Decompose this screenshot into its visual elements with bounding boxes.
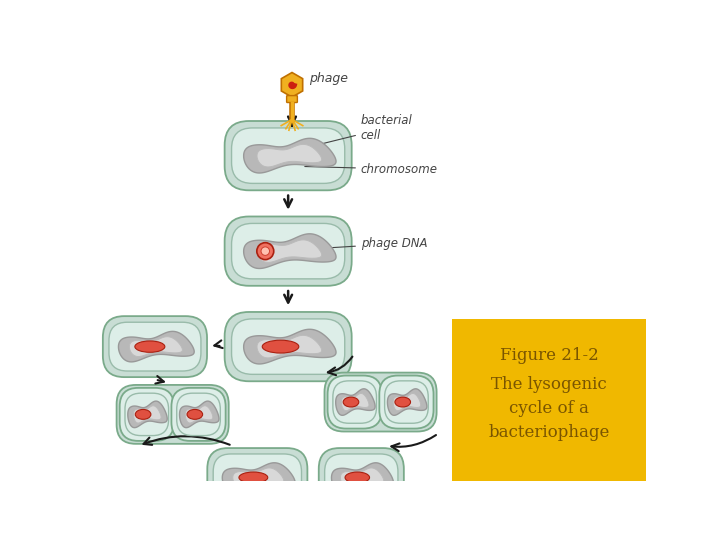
Polygon shape [222, 463, 295, 492]
Polygon shape [257, 335, 322, 358]
FancyBboxPatch shape [225, 121, 351, 190]
FancyBboxPatch shape [117, 385, 229, 444]
Text: bacterial
cell: bacterial cell [314, 114, 413, 146]
FancyBboxPatch shape [232, 319, 345, 374]
Ellipse shape [135, 341, 165, 352]
FancyBboxPatch shape [120, 388, 174, 441]
Ellipse shape [395, 397, 410, 407]
FancyBboxPatch shape [232, 128, 345, 184]
FancyBboxPatch shape [176, 393, 220, 436]
Polygon shape [243, 138, 336, 173]
Polygon shape [233, 468, 284, 487]
FancyBboxPatch shape [325, 373, 436, 431]
FancyBboxPatch shape [333, 381, 377, 423]
FancyBboxPatch shape [384, 381, 428, 423]
Polygon shape [331, 463, 393, 492]
FancyBboxPatch shape [452, 319, 647, 481]
Polygon shape [179, 401, 219, 428]
FancyBboxPatch shape [125, 393, 168, 436]
FancyBboxPatch shape [225, 217, 351, 286]
Text: bacteriophage: bacteriophage [488, 423, 610, 441]
FancyBboxPatch shape [325, 454, 398, 501]
Ellipse shape [262, 340, 299, 353]
Ellipse shape [135, 409, 151, 420]
Polygon shape [130, 337, 182, 356]
Ellipse shape [343, 397, 359, 407]
FancyBboxPatch shape [287, 96, 297, 103]
Polygon shape [133, 406, 161, 423]
Polygon shape [119, 332, 194, 362]
Text: Figure 21-2: Figure 21-2 [500, 347, 598, 365]
Text: The lysogenic: The lysogenic [491, 376, 607, 393]
Ellipse shape [239, 472, 268, 483]
Polygon shape [282, 72, 302, 97]
Polygon shape [257, 240, 322, 262]
Text: phage: phage [309, 72, 348, 85]
FancyBboxPatch shape [225, 312, 351, 381]
FancyBboxPatch shape [319, 448, 404, 507]
FancyBboxPatch shape [328, 375, 382, 429]
Polygon shape [243, 329, 336, 364]
Polygon shape [185, 406, 213, 423]
Polygon shape [257, 144, 322, 167]
FancyBboxPatch shape [213, 454, 302, 501]
FancyBboxPatch shape [379, 375, 433, 429]
FancyBboxPatch shape [232, 224, 345, 279]
Polygon shape [243, 234, 336, 268]
Ellipse shape [187, 409, 202, 420]
Polygon shape [336, 389, 375, 415]
Polygon shape [127, 401, 167, 428]
FancyBboxPatch shape [103, 316, 207, 377]
Text: cycle of a: cycle of a [509, 400, 589, 417]
Polygon shape [341, 468, 384, 487]
Ellipse shape [345, 472, 369, 483]
Ellipse shape [257, 242, 274, 260]
FancyBboxPatch shape [171, 388, 225, 441]
FancyBboxPatch shape [207, 448, 307, 507]
FancyBboxPatch shape [109, 322, 201, 371]
Text: phage DNA: phage DNA [278, 237, 428, 251]
Polygon shape [387, 389, 427, 415]
Polygon shape [341, 394, 369, 411]
Text: chromosome: chromosome [305, 163, 438, 176]
Polygon shape [393, 394, 420, 411]
Ellipse shape [261, 247, 269, 255]
